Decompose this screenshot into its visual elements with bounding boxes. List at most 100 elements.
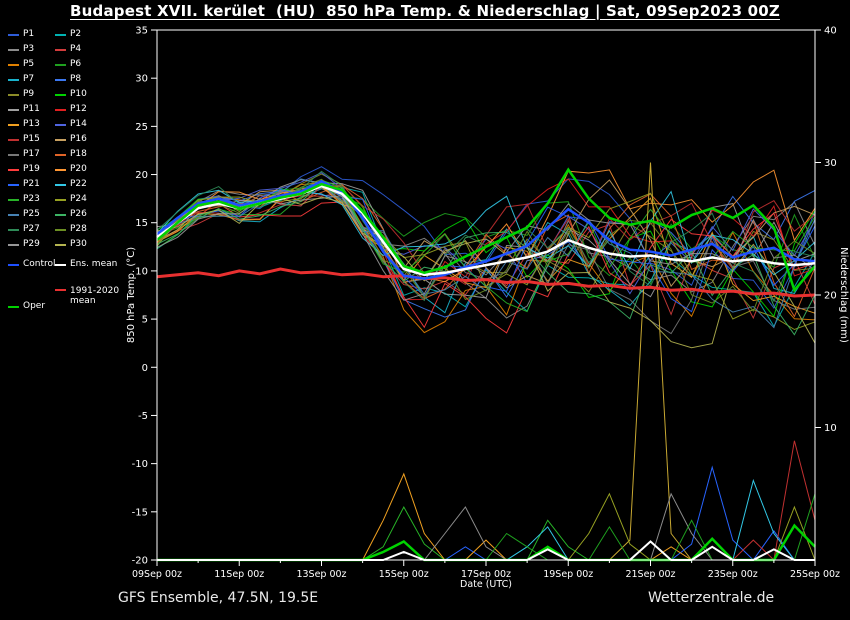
legend-item-p12: P12 xyxy=(55,105,87,114)
legend-item-control: Control xyxy=(8,260,56,269)
legend-item-p29: P29 xyxy=(8,240,40,249)
legend-item-p16: P16 xyxy=(55,135,87,144)
legend-label-p15: P15 xyxy=(23,134,40,144)
member-line-swatch xyxy=(55,78,66,81)
legend-label-p9: P9 xyxy=(23,89,35,99)
member-line-swatch xyxy=(8,243,19,246)
axes: -20 -15 -10 -5 0 5 10 15 20 25 30 35 10 20 30 40 09Sep 0… xyxy=(132,26,840,581)
y-axis-left-label: 850 hPa Temp. (°C) xyxy=(126,247,137,343)
legend-label-p14: P14 xyxy=(70,119,87,129)
x-tick-label: 11Sep 00z xyxy=(214,569,264,580)
legend-item-p15: P15 xyxy=(8,135,40,144)
legend-label-p28: P28 xyxy=(70,224,87,234)
member-line-swatch xyxy=(55,168,66,171)
member-line-p7 xyxy=(156,188,816,314)
member-line-swatch xyxy=(8,33,19,36)
precip-oper-line xyxy=(157,523,816,562)
control-line-swatch xyxy=(8,263,19,266)
y-right-tick-label: 20 xyxy=(824,291,837,302)
legend-item-p1: P1 xyxy=(8,30,34,39)
main-lines xyxy=(156,167,816,298)
member-line-swatch xyxy=(55,183,66,186)
member-line-p27 xyxy=(156,170,816,303)
x-tick-label: 09Sep 00z xyxy=(132,569,182,580)
legend-label-p22: P22 xyxy=(70,179,87,189)
member-line-swatch xyxy=(8,123,19,126)
legend-label-p19: P19 xyxy=(23,164,40,174)
member-line-swatch xyxy=(8,153,19,156)
y-right-tick-label: 40 xyxy=(824,26,837,37)
legend-label-p23: P23 xyxy=(23,194,40,204)
climate-mean-line-swatch xyxy=(55,289,66,291)
legend-item-p23: P23 xyxy=(8,195,40,204)
legend-item-p2: P2 xyxy=(55,30,81,39)
y-left-tick-label: -10 xyxy=(132,459,148,470)
member-line-swatch xyxy=(55,33,66,36)
legend-item-p20: P20 xyxy=(55,165,87,174)
y-left-tick-label: -5 xyxy=(138,411,148,422)
x-tick-label: 21Sep 00z xyxy=(625,569,675,580)
legend-label-p16: P16 xyxy=(70,134,87,144)
member-line-swatch xyxy=(55,228,66,231)
member-line-swatch xyxy=(8,213,19,216)
precip-m23-line xyxy=(157,505,815,561)
y-left-tick-label: 25 xyxy=(135,122,148,133)
legend-item-p27: P27 xyxy=(8,225,40,234)
page-title-text: Budapest XVII. kerület (HU) 850 hPa Temp… xyxy=(70,2,780,20)
legend-item-p26: P26 xyxy=(55,210,87,219)
legend-label-p12: P12 xyxy=(70,104,87,114)
member-line-swatch xyxy=(55,153,66,156)
member-line-swatch xyxy=(55,213,66,216)
legend-item-p19: P19 xyxy=(8,165,40,174)
ens-mean-line-swatch xyxy=(55,263,66,266)
x-axis-label: Date (UTC) xyxy=(460,579,512,590)
y-right-tick-label: 10 xyxy=(824,423,837,434)
member-line-swatch xyxy=(8,63,19,66)
y-left-tick-label: 35 xyxy=(135,26,148,37)
x-tick-label: 17Sep 00z xyxy=(461,569,511,580)
member-line-swatch xyxy=(55,108,66,111)
legend-item-p6: P6 xyxy=(55,60,81,69)
legend-label-p30: P30 xyxy=(70,239,87,249)
page-title: Budapest XVII. kerület (HU) 850 hPa Temp… xyxy=(0,2,850,20)
member-line-swatch xyxy=(8,228,19,231)
member-line-swatch xyxy=(8,93,19,96)
legend-label-p2: P2 xyxy=(70,29,82,39)
y-left-tick-label: 20 xyxy=(135,170,148,181)
legend-label-p27: P27 xyxy=(23,224,40,234)
member-line-swatch xyxy=(8,168,19,171)
member-line-swatch xyxy=(55,138,66,141)
legend-item-p25: P25 xyxy=(8,210,40,219)
legend-label-p8: P8 xyxy=(70,74,82,84)
member-line-swatch xyxy=(55,243,66,246)
legend-item-p8: P8 xyxy=(55,75,81,84)
legend-label-p10: P10 xyxy=(70,89,87,99)
legend-item-p4: P4 xyxy=(55,45,81,54)
x-tick-label: 13Sep 00z xyxy=(296,569,346,580)
legend-item-p7: P7 xyxy=(8,75,34,84)
y-left-tick-label: -20 xyxy=(132,556,148,567)
footer-model-info: GFS Ensemble, 47.5N, 19.5E xyxy=(118,590,319,606)
y-left-tick-label: 10 xyxy=(135,266,148,277)
legend-item-p24: P24 xyxy=(55,195,87,204)
member-line-swatch xyxy=(8,108,19,111)
member-line-swatch xyxy=(8,78,19,81)
member-line-swatch xyxy=(55,63,66,66)
legend-label-p5: P5 xyxy=(23,59,35,69)
legend-label-p26: P26 xyxy=(70,209,87,219)
y-right-tick-label: 30 xyxy=(824,158,837,169)
x-tick-label: 23Sep 00z xyxy=(708,569,758,580)
member-line-swatch xyxy=(8,183,19,186)
legend-item-p5: P5 xyxy=(8,60,34,69)
legend-item-p21: P21 xyxy=(8,180,40,189)
precip-m22-line xyxy=(157,478,815,561)
member-line-swatch xyxy=(8,48,19,51)
member-line-p2 xyxy=(156,179,816,328)
y-left-tick-label: 5 xyxy=(142,315,148,326)
legend-label-p13: P13 xyxy=(23,119,40,129)
legend-item-climate-mean: 1991-2020 mean xyxy=(55,286,124,307)
legend-item-p3: P3 xyxy=(8,45,34,54)
oper-line-swatch xyxy=(8,305,19,308)
x-tick-label: 15Sep 00z xyxy=(379,569,429,580)
